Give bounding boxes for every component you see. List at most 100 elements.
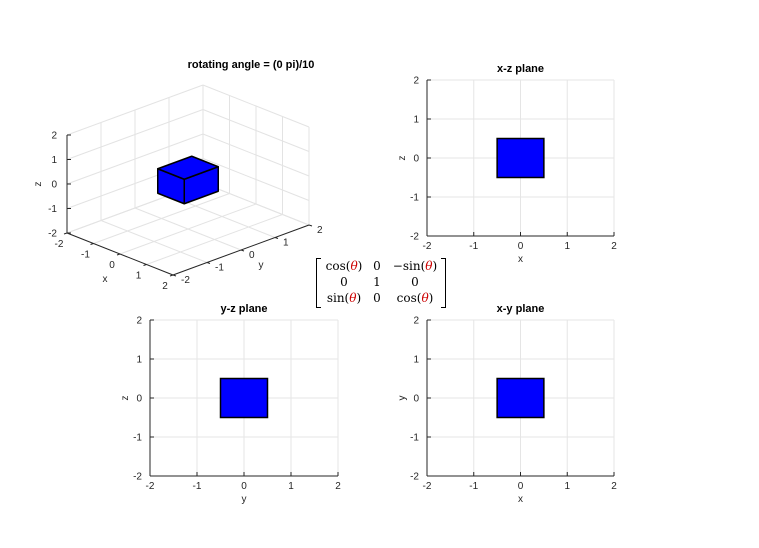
gridline-floor-y — [100, 220, 208, 263]
x-tick-label: 0 — [518, 481, 524, 492]
x-tick — [90, 243, 94, 245]
matrix-cell: cos(θ) — [396, 291, 434, 305]
z-tick-label: 0 — [51, 180, 57, 191]
matrix-cell: 0 — [411, 275, 419, 289]
y-tick-label: 0 — [249, 250, 255, 261]
matrix-cell: −sin(θ) — [392, 259, 438, 273]
y-tick-label: 1 — [136, 355, 142, 366]
x-axis-label: x — [103, 274, 108, 285]
gridline-wall-y-z — [202, 158, 310, 201]
x-tick-label: 0 — [241, 481, 247, 492]
y-tick-label: 0 — [136, 394, 142, 405]
panel-xy-plane: -2 -1 0 1 2 -2 -1 0 1 2 x-y plane x y — [397, 303, 617, 505]
x-tick-label: -1 — [469, 241, 478, 252]
matrix-row-3: sin(θ) 0 cos(θ) — [322, 291, 440, 307]
chart-title: x-z plane — [497, 63, 544, 75]
x-tick-label: -1 — [193, 481, 202, 492]
x-tick — [143, 264, 147, 266]
chart-title: x-y plane — [497, 303, 545, 315]
matrix-cell: 1 — [373, 275, 381, 289]
y-tick-label: -1 — [410, 193, 419, 204]
matrix-row-2: 0 1 0 — [322, 275, 440, 291]
data-square — [496, 377, 545, 419]
z-tick-label: -1 — [48, 204, 57, 215]
panel-yz-plane: -2 -1 0 1 2 -2 -1 0 1 2 y-z plane y z — [120, 303, 341, 505]
x-tick-label: -2 — [146, 481, 155, 492]
chart-title: y-z plane — [220, 303, 267, 315]
gridline-wall-x-z — [66, 109, 204, 160]
gridline-wall-x-z — [66, 84, 204, 136]
gridline-floor-y — [134, 207, 242, 251]
rotation-matrix: cos(θ) 0 −sin(θ) 0 1 0 sin(θ) 0 cos(θ) — [314, 256, 448, 308]
y-tick-label: 2 — [317, 225, 323, 236]
data-square — [219, 377, 269, 419]
x-tick-label: 1 — [564, 241, 570, 252]
y-tick-label: -1 — [215, 263, 224, 274]
chart-title: rotating angle = (0 pi)/10 — [188, 59, 315, 71]
matrix-cell: cos(θ) — [325, 259, 363, 273]
z-tick-label: -2 — [48, 229, 57, 240]
matrix-cell: 0 — [373, 259, 381, 273]
y-axis-label: y — [397, 396, 408, 401]
y-tick-label: -2 — [133, 472, 142, 483]
x-tick-label: 2 — [162, 281, 168, 292]
x-tick-label: 1 — [288, 481, 294, 492]
x-tick-label: -2 — [423, 241, 432, 252]
y-tick — [172, 274, 177, 277]
z-tick-label: 2 — [51, 131, 57, 142]
y-tick-label: -1 — [133, 433, 142, 444]
y-tick-label: 2 — [413, 76, 419, 87]
x-tick-label: 0 — [518, 241, 524, 252]
y-tick-label: 0 — [413, 394, 419, 405]
gridline-wall-y-z — [202, 133, 310, 177]
x-tick-label: -2 — [423, 481, 432, 492]
x-tick-label: 2 — [611, 241, 617, 252]
gridline-wall-x-z — [66, 133, 204, 185]
y-axis-label: y — [259, 260, 264, 271]
x-tick-label: -2 — [55, 239, 64, 250]
y-axis-label: z — [120, 396, 131, 401]
matrix-cell: 0 — [340, 275, 348, 289]
y-tick-label: -2 — [410, 232, 419, 243]
data-square — [496, 137, 545, 179]
x-axis-label: x — [518, 254, 523, 265]
y-tick — [308, 224, 313, 227]
x-tick-label: -1 — [81, 250, 90, 261]
x-tick — [116, 253, 121, 256]
y-tick-label: 1 — [283, 238, 289, 249]
x-tick — [169, 274, 174, 277]
y-axis-label: z — [397, 156, 408, 161]
z-axis-label: z — [33, 182, 44, 187]
y-tick-label: 0 — [413, 154, 419, 165]
cube-face-top — [157, 155, 219, 180]
matrix-right-bracket — [441, 258, 446, 308]
panel-3d-view: -2 -1 0 1 2 -2 -1 0 1 2 -2 -1 0 1 2 x y z rotating angle =… — [33, 59, 323, 292]
x-tick-label: 0 — [109, 260, 115, 271]
panel-xz-plane: -2 -1 0 1 2 -2 -1 0 1 2 x-z plane x z — [397, 63, 617, 265]
x-tick-label: 1 — [136, 271, 142, 282]
gridline-wall-y-z — [202, 109, 310, 152]
gridline-wall-y-z — [202, 182, 310, 226]
x-tick-label: 2 — [611, 481, 617, 492]
y-tick — [240, 249, 245, 252]
x-tick-label: 2 — [335, 481, 341, 492]
y-tick-label: 1 — [413, 355, 419, 366]
x-tick-label: 1 — [564, 481, 570, 492]
y-tick-label: -1 — [410, 433, 419, 444]
matrix-cell: sin(θ) — [326, 291, 362, 305]
y-tick-label: -2 — [181, 275, 190, 286]
gridline-wall-y-z — [202, 84, 310, 128]
z-tick-label: 1 — [51, 155, 57, 166]
y-tick-label: 1 — [413, 115, 419, 126]
x-axis-label: y — [242, 494, 247, 505]
y-tick — [274, 237, 279, 239]
y-tick-label: 2 — [413, 316, 419, 327]
x-tick — [63, 232, 68, 235]
x-axis-label: x — [518, 494, 523, 505]
y-tick-label: 2 — [136, 316, 142, 327]
y-tick — [206, 262, 211, 264]
y-tick-label: -2 — [410, 472, 419, 483]
x-tick-label: -1 — [469, 481, 478, 492]
matrix-cell: 0 — [373, 291, 381, 305]
